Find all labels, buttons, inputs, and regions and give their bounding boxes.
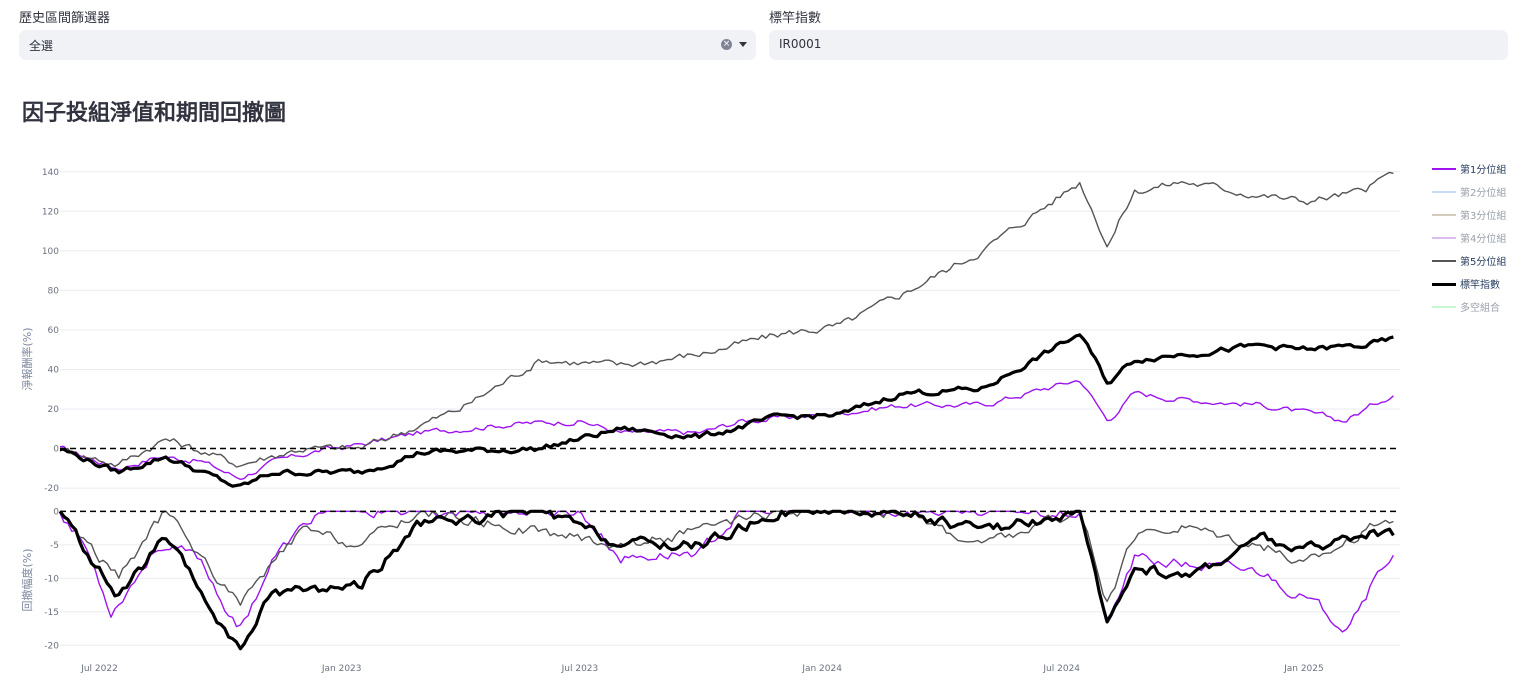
x-tick-label: Jan 2023	[321, 664, 362, 674]
series-line-1	[59, 380, 1394, 481]
legend-label: 第1分位組	[1460, 165, 1507, 176]
series-line-3	[60, 333, 1394, 488]
top-y-tick-label: -20	[44, 484, 59, 494]
legend-label: 多空組合	[1460, 303, 1500, 314]
legend-swatch	[1432, 168, 1456, 170]
legend-swatch	[1432, 191, 1456, 193]
bottom-y-tick-label: -20	[44, 641, 59, 651]
history-filter-value: 全選	[29, 39, 54, 53]
clear-icon[interactable]: ×	[721, 39, 732, 50]
legend-swatch	[1432, 306, 1456, 308]
top-y-tick-label: 100	[42, 247, 59, 257]
drawdown-line-3	[58, 509, 1395, 651]
chevron-down-icon[interactable]	[739, 42, 747, 47]
x-tick-label: Jul 2023	[561, 664, 599, 674]
page-title: 因子投組淨值和期間回撤圖	[22, 101, 287, 126]
legend-label: 第4分位組	[1460, 234, 1507, 245]
history-filter-label: 歷史區間篩選器	[19, 11, 111, 26]
bottom-y-tick-label: -5	[50, 541, 59, 551]
legend-label: 第3分位組	[1460, 211, 1507, 222]
series-line-2	[59, 171, 1394, 468]
legend-label: 第2分位組	[1460, 188, 1507, 199]
top-y-tick-label: 60	[48, 326, 60, 336]
x-tick-label: Jul 2022	[80, 664, 118, 674]
top-y-tick-label: 120	[42, 207, 59, 217]
legend-swatch	[1432, 283, 1456, 286]
x-tick-label: Jul 2024	[1042, 664, 1080, 674]
legend-label: 標竿指數	[1460, 280, 1500, 291]
bottom-y-tick-label: -10	[44, 574, 59, 584]
bottom-y-tick-label: 0	[53, 507, 59, 517]
history-filter-select[interactable]: 全選 ×	[19, 30, 756, 60]
legend-swatch	[1432, 260, 1456, 262]
legend-swatch	[1432, 237, 1456, 239]
x-tick-label: Jan 2025	[1283, 664, 1324, 674]
benchmark-value: IR0001	[779, 37, 822, 51]
bottom-y-axis-title: 回撤幅度(%)	[20, 548, 34, 611]
drawdown-line-2	[59, 510, 1394, 606]
drawdown-line-1	[59, 510, 1395, 633]
benchmark-input[interactable]: IR0001	[769, 30, 1508, 60]
benchmark-label: 標竿指數	[769, 11, 822, 26]
top-y-tick-label: 0	[53, 445, 59, 455]
legend-label: 第5分位組	[1460, 257, 1507, 268]
top-y-tick-label: 140	[42, 168, 59, 178]
top-y-axis-title: 淨報酬率(%)	[20, 327, 34, 390]
bottom-y-tick-label: -15	[44, 608, 59, 618]
x-tick-label: Jan 2024	[801, 664, 842, 674]
legend-swatch	[1432, 214, 1456, 216]
top-y-tick-label: 40	[48, 365, 60, 375]
top-y-tick-label: 20	[48, 405, 60, 415]
top-y-tick-label: 80	[48, 286, 60, 296]
